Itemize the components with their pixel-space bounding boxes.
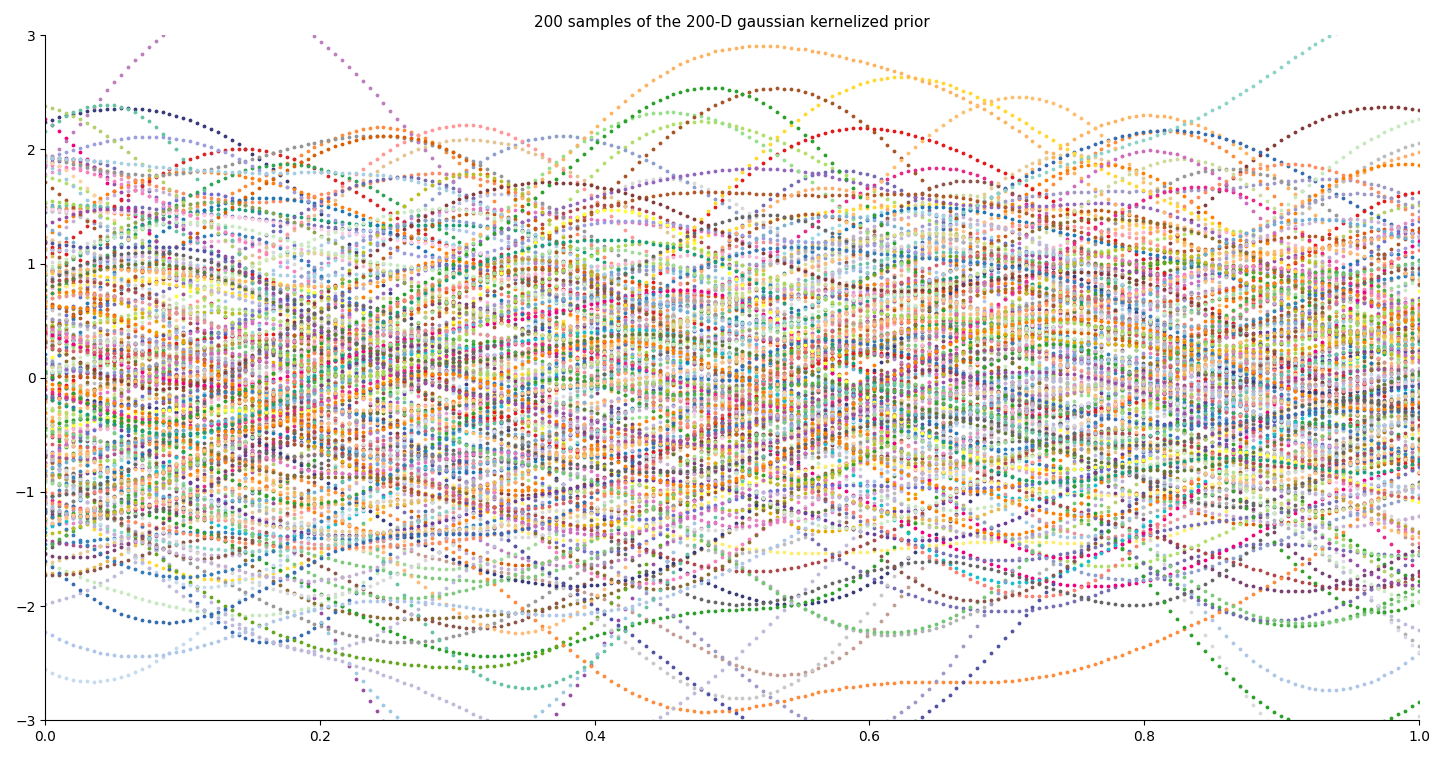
Title: 200 samples of the 200-D gaussian kernelized prior: 200 samples of the 200-D gaussian kernel… — [535, 15, 931, 30]
